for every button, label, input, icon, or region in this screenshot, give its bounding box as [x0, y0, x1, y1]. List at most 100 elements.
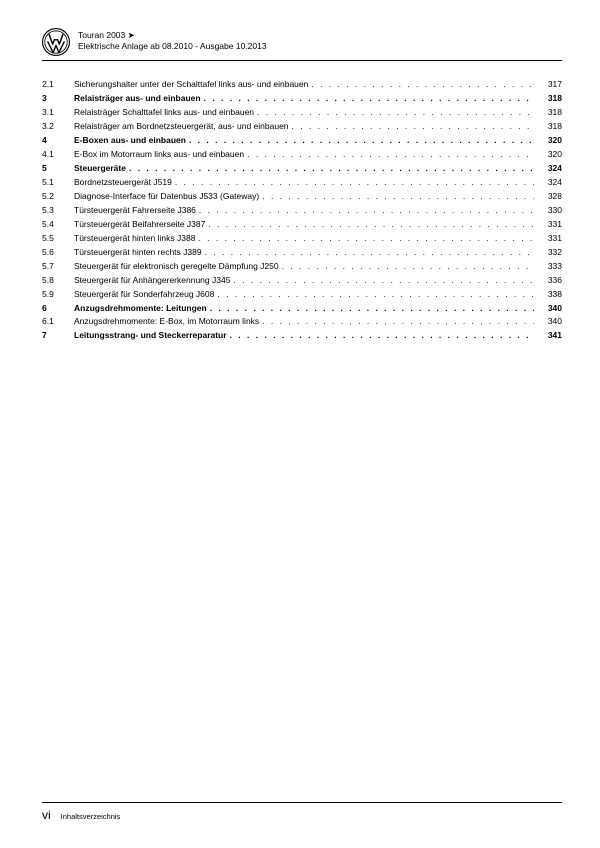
toc-page-number: 320	[534, 149, 562, 160]
page-number: vi	[42, 808, 51, 822]
toc-page-number: 324	[534, 163, 562, 174]
toc-title: E-Boxen aus- und einbauen	[74, 135, 186, 146]
table-of-contents: 2.1Sicherungshalter unter der Schalttafe…	[42, 79, 562, 342]
toc-title: Türsteuergerät hinten rechts J389	[74, 247, 202, 258]
toc-page-number: 340	[534, 316, 562, 327]
toc-title-wrap: Diagnose-Interface für Datenbus J533 (Ga…	[74, 191, 534, 202]
toc-section-number: 5.1	[42, 177, 74, 188]
toc-page-number: 341	[534, 330, 562, 341]
toc-title-wrap: Bordnetzsteuergerät J519	[74, 177, 534, 188]
toc-title-wrap: Sicherungshalter unter der Schalttafel l…	[74, 79, 534, 90]
toc-page-number: 333	[534, 261, 562, 272]
toc-row: 5.9Steuergerät für Sonderfahrzeug J608 33…	[42, 289, 562, 300]
toc-row: 3.1Relaisträger Schalttafel links aus- u…	[42, 107, 562, 118]
toc-leader-dots	[279, 261, 534, 272]
toc-page-number: 318	[534, 93, 562, 104]
toc-page-number: 318	[534, 121, 562, 132]
toc-title-wrap: Relaisträger am Bordnetzsteuergerät, aus…	[74, 121, 534, 132]
toc-row: 3.2Relaisträger am Bordnetzsteuergerät, …	[42, 121, 562, 132]
toc-row: 5.7Steuergerät für elektronisch geregelt…	[42, 261, 562, 272]
toc-row: 3Relaisträger aus- und einbauen 318	[42, 93, 562, 104]
toc-page-number: 330	[534, 205, 562, 216]
toc-row: 5.4Türsteuergerät Beifahrerseite J387331	[42, 219, 562, 230]
toc-leader-dots	[201, 93, 534, 104]
toc-section-number: 5.4	[42, 219, 74, 230]
toc-leader-dots	[207, 303, 534, 314]
toc-title: Bordnetzsteuergerät J519	[74, 177, 172, 188]
toc-page-number: 340	[534, 303, 562, 314]
toc-section-number: 4.1	[42, 149, 74, 160]
toc-page-number: 317	[534, 79, 562, 90]
toc-leader-dots	[254, 107, 534, 118]
toc-page-number: 318	[534, 107, 562, 118]
toc-title-wrap: Türsteuergerät hinten rechts J389	[74, 247, 534, 258]
toc-title: Relaisträger am Bordnetzsteuergerät, aus…	[74, 121, 289, 132]
toc-leader-dots	[195, 233, 534, 244]
toc-leader-dots	[186, 135, 534, 146]
toc-title-wrap: Relaisträger Schalttafel links aus- und …	[74, 107, 534, 118]
toc-row: 4E-Boxen aus- und einbauen 320	[42, 135, 562, 146]
document-title: Elektrische Anlage ab 08.2010 - Ausgabe …	[78, 41, 267, 52]
toc-page-number: 324	[534, 177, 562, 188]
toc-leader-dots	[214, 289, 534, 300]
toc-page-number: 331	[534, 233, 562, 244]
toc-row: 2.1Sicherungshalter unter der Schalttafe…	[42, 79, 562, 90]
toc-title-wrap: Anzugsdrehmomente: E-Box, im Motorraum l…	[74, 316, 534, 327]
toc-row: 5.8Steuergerät für Anhängererkennung J34…	[42, 275, 562, 286]
toc-title: Diagnose-Interface für Datenbus J533 (Ga…	[74, 191, 259, 202]
toc-title: E-Box im Motorraum links aus- und einbau…	[74, 149, 244, 160]
toc-row: 5.2Diagnose-Interface für Datenbus J533 …	[42, 191, 562, 202]
toc-title-wrap: Anzugsdrehmomente: Leitungen	[74, 303, 534, 314]
toc-title: Türsteuergerät Fahrerseite J386	[74, 205, 196, 216]
toc-row: 5.5Türsteuergerät hinten links J388 331	[42, 233, 562, 244]
page-footer: vi Inhaltsverzeichnis	[42, 802, 562, 822]
toc-title: Anzugsdrehmomente: Leitungen	[74, 303, 207, 314]
toc-title-wrap: Türsteuergerät hinten links J388	[74, 233, 534, 244]
toc-title-wrap: Leitungsstrang- und Steckerreparatur	[74, 330, 534, 341]
toc-section-number: 5.8	[42, 275, 74, 286]
toc-row: 7Leitungsstrang- und Steckerreparatur341	[42, 330, 562, 341]
toc-section-number: 5.9	[42, 289, 74, 300]
toc-row: 5.6Türsteuergerät hinten rechts J389 332	[42, 247, 562, 258]
toc-section-number: 4	[42, 135, 74, 146]
toc-title-wrap: Türsteuergerät Fahrerseite J386	[74, 205, 534, 216]
toc-page-number: 331	[534, 219, 562, 230]
toc-section-number: 5.2	[42, 191, 74, 202]
toc-title: Steuergeräte	[74, 163, 126, 174]
toc-leader-dots	[308, 79, 534, 90]
toc-section-number: 6	[42, 303, 74, 314]
toc-row: 4.1E-Box im Motorraum links aus- und ein…	[42, 149, 562, 160]
toc-leader-dots	[230, 275, 534, 286]
toc-title-wrap: Steuergerät für elektronisch geregelte D…	[74, 261, 534, 272]
toc-title: Steuergerät für elektronisch geregelte D…	[74, 261, 279, 272]
toc-title-wrap: Relaisträger aus- und einbauen	[74, 93, 534, 104]
toc-row: 6.1Anzugsdrehmomente: E-Box, im Motorrau…	[42, 316, 562, 327]
toc-section-number: 6.1	[42, 316, 74, 327]
header-text: Touran 2003 ➤ Elektrische Anlage ab 08.2…	[78, 28, 267, 52]
toc-title: Steuergerät für Sonderfahrzeug J608	[74, 289, 214, 300]
toc-title-wrap: Steuergerät für Anhängererkennung J345	[74, 275, 534, 286]
toc-page-number: 320	[534, 135, 562, 146]
toc-title: Anzugsdrehmomente: E-Box, im Motorraum l…	[74, 316, 259, 327]
toc-section-number: 3	[42, 93, 74, 104]
toc-section-number: 5	[42, 163, 74, 174]
toc-title: Türsteuergerät hinten links J388	[74, 233, 195, 244]
toc-title-wrap: Türsteuergerät Beifahrerseite J387	[74, 219, 534, 230]
toc-section-number: 5.3	[42, 205, 74, 216]
toc-row: 5Steuergeräte 324	[42, 163, 562, 174]
document-model: Touran 2003 ➤	[78, 30, 267, 41]
toc-leader-dots	[259, 191, 534, 202]
toc-title: Steuergerät für Anhängererkennung J345	[74, 275, 230, 286]
toc-page-number: 338	[534, 289, 562, 300]
toc-section-number: 5.5	[42, 233, 74, 244]
toc-leader-dots	[289, 121, 534, 132]
toc-title-wrap: E-Box im Motorraum links aus- und einbau…	[74, 149, 534, 160]
toc-page-number: 336	[534, 275, 562, 286]
toc-leader-dots	[259, 316, 534, 327]
toc-section-number: 5.6	[42, 247, 74, 258]
toc-section-number: 3.1	[42, 107, 74, 118]
toc-page-number: 332	[534, 247, 562, 258]
toc-section-number: 3.2	[42, 121, 74, 132]
toc-title: Relaisträger aus- und einbauen	[74, 93, 201, 104]
toc-page-number: 328	[534, 191, 562, 202]
